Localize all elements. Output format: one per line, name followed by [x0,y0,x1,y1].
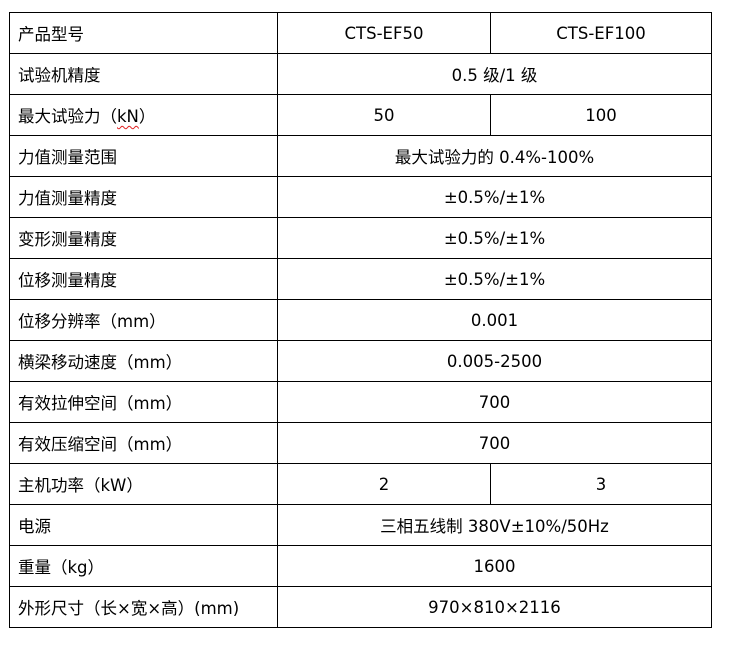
table-row: 位移分辨率（mm） 0.001 [9,299,712,341]
row-value: ±0.5%/±1% [277,217,712,259]
row-label: 主机功率（kW） [9,463,278,505]
table-row: 横梁移动速度（mm） 0.005-2500 [9,340,712,382]
row-value: 2 [277,463,491,505]
table-row: 力值测量精度 ±0.5%/±1% [9,176,712,218]
row-value: 700 [277,381,712,423]
row-value: 0.5 级/1 级 [277,53,712,95]
row-label: 位移测量精度 [9,258,278,300]
row-label: 位移分辨率（mm） [9,299,278,341]
row-value: 1600 [277,545,712,587]
row-value: 700 [277,422,712,464]
row-value: 100 [490,94,712,136]
label-text: ） [138,107,156,126]
row-label: 有效压缩空间（mm） [9,422,278,464]
table-row: 主机功率（kW） 2 3 [9,463,712,505]
row-value: 970×810×2116 [277,586,712,628]
row-value: CTS-EF50 [277,12,491,54]
row-value: 50 [277,94,491,136]
row-value: 最大试验力的 0.4%-100% [277,135,712,177]
row-value: 0.005-2500 [277,340,712,382]
row-label: 力值测量精度 [9,176,278,218]
row-label: 电源 [9,504,278,546]
label-text: 最大试验力（ [18,107,117,126]
row-value: 3 [490,463,712,505]
table-row: 试验机精度 0.5 级/1 级 [9,53,712,95]
table-row: 重量（kg） 1600 [9,545,712,587]
spec-table: 产品型号 CTS-EF50 CTS-EF100 试验机精度 0.5 级/1 级最大试验力… [9,12,712,628]
row-label: 有效拉伸空间（mm） [9,381,278,423]
row-value: ±0.5%/±1% [277,176,712,218]
table-row: 外形尺寸（长×宽×高）(mm) 970×810×2116 [9,586,712,628]
row-value: 0.001 [277,299,712,341]
row-value: ±0.5%/±1% [277,258,712,300]
row-label: 横梁移动速度（mm） [9,340,278,382]
table-row: 有效压缩空间（mm） 700 [9,422,712,464]
table-row: 最大试验力（kN） 50 100 [9,94,712,136]
table-row: 变形测量精度 ±0.5%/±1% [9,217,712,259]
row-label: 变形测量精度 [9,217,278,259]
row-value: 三相五线制 380V±10%/50Hz [277,504,712,546]
row-label: 试验机精度 [9,53,278,95]
unit-text: kN [117,107,139,126]
table-row: 产品型号 CTS-EF50 CTS-EF100 [9,12,712,54]
table-row: 位移测量精度 ±0.5%/±1% [9,258,712,300]
table-row: 电源 三相五线制 380V±10%/50Hz [9,504,712,546]
row-label: 力值测量范围 [9,135,278,177]
table-row: 有效拉伸空间（mm） 700 [9,381,712,423]
row-label: 外形尺寸（长×宽×高）(mm) [9,586,278,628]
row-label: 产品型号 [9,12,278,54]
row-value: CTS-EF100 [490,12,712,54]
table-row: 力值测量范围 最大试验力的 0.4%-100% [9,135,712,177]
row-label: 最大试验力（kN） [9,94,278,136]
row-label: 重量（kg） [9,545,278,587]
